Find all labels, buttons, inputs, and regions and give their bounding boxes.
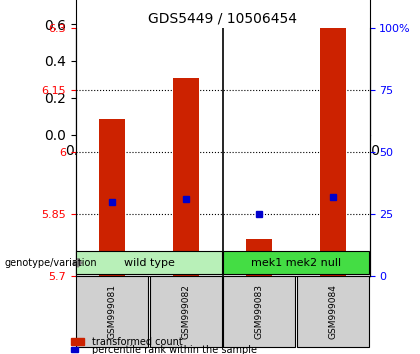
- Text: wild type: wild type: [123, 258, 175, 268]
- Bar: [173, 78, 199, 276]
- Text: genotype/variation: genotype/variation: [4, 258, 97, 268]
- Text: GSM999083: GSM999083: [255, 284, 264, 339]
- Text: GSM999082: GSM999082: [181, 284, 190, 339]
- Bar: [247, 239, 272, 276]
- Text: percentile rank within the sample: percentile rank within the sample: [92, 346, 257, 354]
- Bar: [100, 119, 125, 276]
- Text: GSM999084: GSM999084: [328, 284, 337, 339]
- Text: transformed count: transformed count: [92, 337, 183, 347]
- Bar: [320, 28, 346, 276]
- Text: mek1 mek2 null: mek1 mek2 null: [251, 258, 341, 268]
- Text: GSM999081: GSM999081: [108, 284, 117, 339]
- Title: GDS5449 / 10506454: GDS5449 / 10506454: [148, 12, 297, 26]
